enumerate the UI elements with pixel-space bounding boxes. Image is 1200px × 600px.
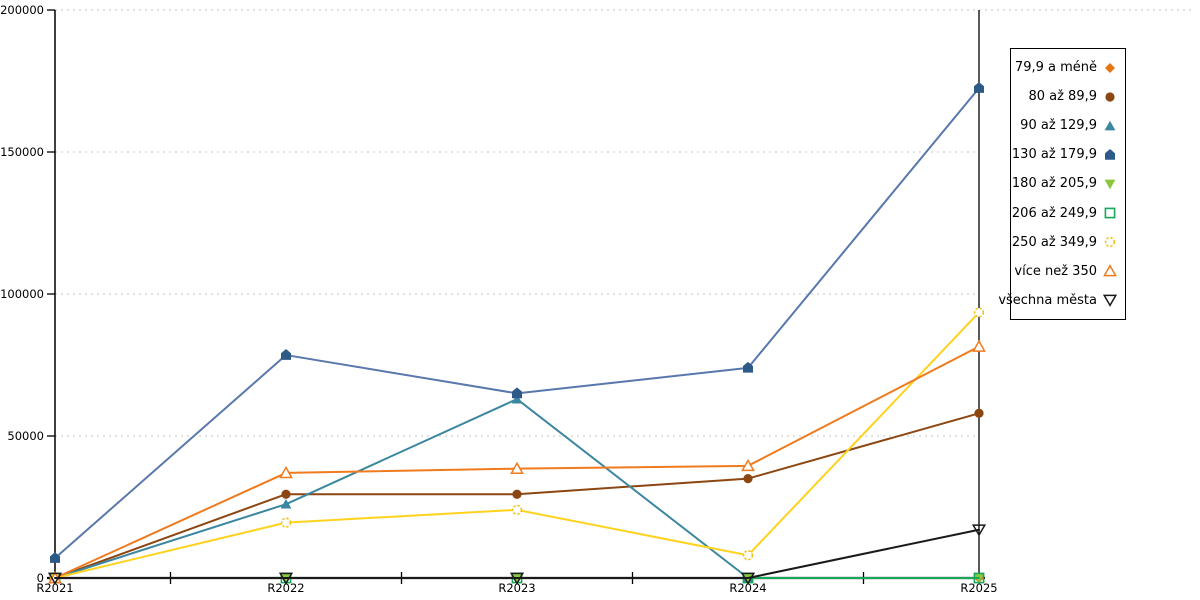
triangle-down-icon [1104,179,1116,190]
triangle-up-icon [280,498,292,509]
square-open-icon [973,572,985,584]
triangle-down-open-icon [971,524,987,537]
legend-label: 90 až 129,9 [1020,118,1097,134]
circle-open-icon [511,504,523,515]
pentagon-icon [743,361,753,373]
series-line [54,87,980,560]
x-tick-label: R2023 [498,581,535,595]
x-tick-label: R2025 [960,581,997,595]
pentagon-icon [50,552,60,563]
pentagon-icon [974,82,984,93]
triangle-down-open-icon [740,572,756,585]
circle-icon [743,474,753,484]
triangle-up-icon [511,393,523,404]
legend-item: 90 až 129,9 [1011,115,1125,137]
pentagon-icon [281,349,291,360]
legend-item: 180 až 205,9 [1011,173,1125,195]
legend-label: 250 až 349,9 [1011,234,1097,250]
pentagon-icon [1105,148,1115,160]
legend: 79,9 a méně 80 až 89,9 90 až 129,9 130 až 1… [998,48,1126,320]
triangle-open-icon [510,461,524,475]
triangle-down-open-icon [1102,295,1118,308]
circle-icon [281,489,291,499]
legend-label: 206 až 249,9 [1011,205,1097,221]
triangle-up-icon [1104,120,1116,131]
legend-label: 180 až 205,9 [1011,176,1097,192]
y-tick-label: 150000 [0,145,44,159]
y-tick-label: 100000 [0,287,44,301]
circle-open-icon [742,550,754,561]
x-tick-label: R2021 [36,581,73,595]
legend-label: více než 350 [1014,263,1097,279]
legend-item: 130 až 179,9 [1011,144,1125,166]
legend-item: 80 až 89,9 [1011,86,1125,108]
legend-label: 80 až 89,9 [1028,89,1097,105]
circle-open-icon [973,307,985,318]
triangle-open-icon [1103,264,1117,277]
y-tick-label: 200000 [0,3,44,17]
series-line [54,398,749,579]
triangle-down-open-icon [278,572,294,585]
circle-open-icon [1104,237,1116,248]
circle-open-icon [280,517,292,528]
circle-icon [974,408,984,418]
square-open-icon [1104,207,1116,219]
series-line [54,528,980,579]
diamond-icon [1105,62,1115,73]
triangle-open-icon [279,465,293,479]
y-tick-label: 0 [37,571,44,585]
y-tick-label: 50000 [7,429,44,443]
triangle-open-icon [741,458,755,472]
x-tick-label: R2022 [267,581,304,595]
pentagon-icon [512,387,522,399]
legend-label: 130 až 179,9 [1011,147,1097,163]
legend-item: všechna města [998,289,1125,311]
triangle-down-open-icon [47,572,63,585]
triangle-open-icon [972,339,986,352]
legend-item: 250 až 349,9 [1011,231,1125,253]
legend-item: 79,9 a méně [1011,57,1125,79]
legend-label: všechna města [998,292,1097,308]
x-tick-label: R2024 [729,581,766,595]
legend-item: 206 až 249,9 [1011,202,1125,224]
series-line [54,311,980,579]
triangle-down-open-icon [509,572,525,585]
legend-label: 79,9 a méně [1014,60,1097,76]
circle-icon [512,489,522,499]
legend-item: více než 350 [1011,260,1125,282]
circle-icon [1105,92,1115,102]
